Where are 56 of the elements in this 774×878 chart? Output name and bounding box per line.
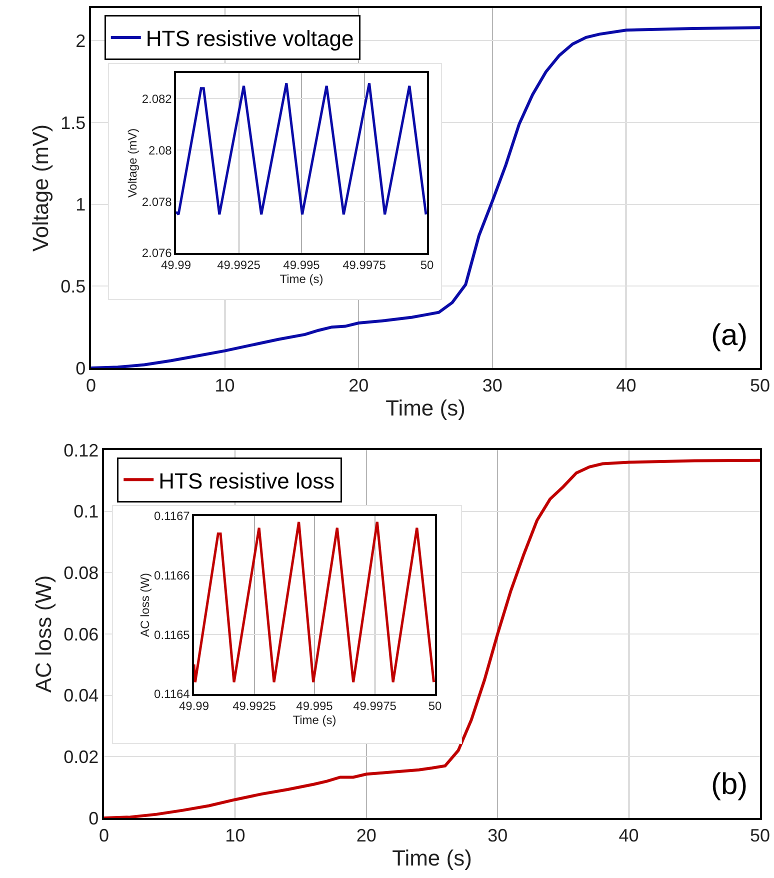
x-tick-label: 20 [348,375,369,396]
x-axis-title: Time (s) [386,396,466,421]
x-tick-label: 30 [488,825,508,846]
x-tick-label: 50 [750,375,770,396]
y-tick-label: 2 [76,31,86,52]
y-tick-label: 0.1167 [154,509,190,524]
y-tick-label: 0.04 [64,686,99,706]
legend-label: HTS resistive loss [158,468,335,494]
y-tick-label: 0.1165 [154,628,190,642]
line-series [91,26,760,368]
x-tick-label: 20 [356,825,376,846]
line-series [176,82,427,216]
x-axis-title: Time (s) [280,272,324,286]
line-series [194,520,435,684]
y-tick-label: 0 [76,358,86,378]
annotation: (a) [711,319,748,352]
x-axis-title: Time (s) [292,713,336,728]
legend-label: HTS resistive voltage [146,26,354,52]
x-tick-label: 49.9925 [217,258,261,272]
x-tick-label: 49.9975 [353,699,397,714]
x-tick-label: 10 [214,375,235,396]
line-series [104,458,760,818]
y-axis-title: Voltage (mV) [28,124,53,252]
x-axis-title: Time (s) [392,846,472,871]
y-tick-label: 0.12 [64,440,99,460]
y-tick-label: 1.5 [60,112,86,133]
y-tick-label: 2.082 [142,92,172,106]
y-tick-label: 0 [88,808,99,828]
y-tick-label: 0.06 [64,624,99,644]
y-tick-label: 0.1 [74,502,99,522]
x-tick-label: 40 [618,825,639,846]
y-tick-label: 0.08 [64,562,99,583]
y-tick-label: 2.076 [142,246,172,260]
x-tick-label: 40 [616,375,636,396]
x-tick-label: 49.99 [160,258,192,272]
y-axis-title: AC loss (W) [138,573,152,637]
y-tick-label: 0.1164 [154,687,190,702]
y-axis-title: Voltage (mV) [126,128,140,198]
x-tick-label: 49.9975 [342,258,386,272]
x-tick-label: 30 [482,375,502,396]
y-tick-label: 2.08 [148,143,172,158]
x-tick-label: 50 [420,258,434,272]
x-tick-label: 49.9925 [232,699,276,714]
x-tick-label: 49.995 [296,699,334,714]
x-tick-label: 50 [428,699,442,714]
x-tick-label: 10 [225,825,246,846]
y-tick-label: 0.1166 [154,568,190,583]
y-tick-label: 1 [76,194,86,215]
x-tick-label: 49.99 [178,699,210,714]
x-tick-label: 50 [750,825,770,846]
y-tick-label: 2.078 [142,194,172,209]
x-tick-label: 49.995 [283,258,320,272]
y-tick-label: 0.02 [64,746,99,767]
annotation: (b) [711,768,748,801]
y-axis-title: AC loss (W) [30,575,56,693]
y-tick-label: 0.5 [60,276,86,296]
